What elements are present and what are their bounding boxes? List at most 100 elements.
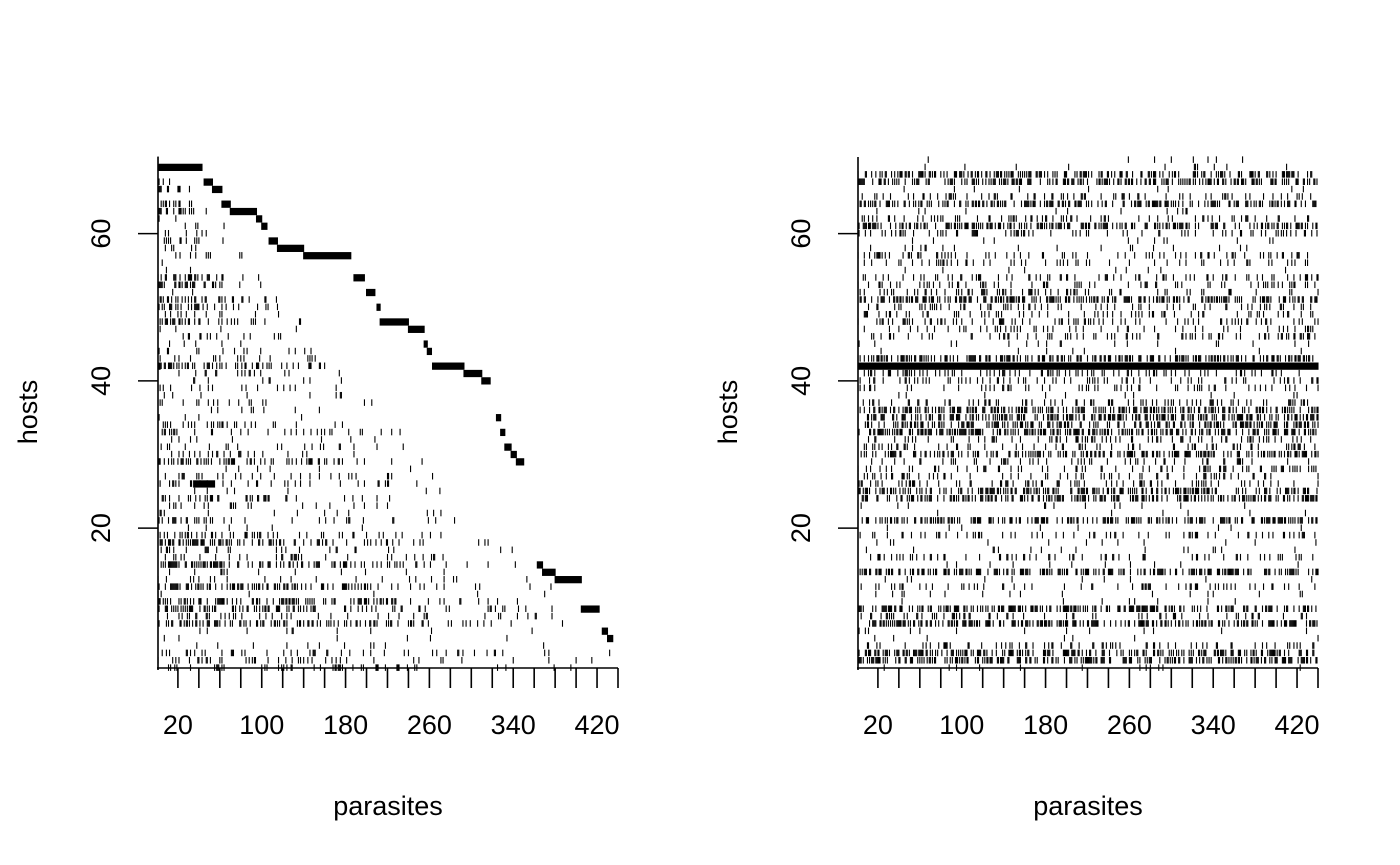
matrix-cell bbox=[187, 274, 189, 281]
matrix-cell bbox=[184, 222, 186, 230]
matrix-cell bbox=[1173, 458, 1176, 465]
matrix-cell bbox=[1164, 406, 1166, 414]
matrix-cell bbox=[232, 303, 235, 311]
matrix-cell bbox=[948, 568, 950, 576]
matrix-cell bbox=[226, 539, 228, 546]
matrix-cell bbox=[962, 620, 964, 627]
matrix-cell bbox=[160, 207, 162, 215]
matrix-cell bbox=[211, 428, 214, 436]
matrix-cell bbox=[1240, 480, 1243, 487]
matrix-cell bbox=[1287, 642, 1289, 649]
matrix-cell bbox=[996, 414, 998, 421]
matrix-cell bbox=[198, 561, 200, 568]
matrix-cell bbox=[1147, 583, 1149, 590]
matrix-cell bbox=[284, 620, 286, 627]
matrix-cell bbox=[386, 561, 389, 568]
matrix-cell bbox=[1303, 450, 1305, 458]
matrix-cell bbox=[353, 502, 355, 509]
matrix-cell bbox=[1274, 436, 1276, 443]
matrix-cell bbox=[1295, 568, 1297, 576]
matrix-cell bbox=[1272, 649, 1274, 657]
matrix-cell bbox=[338, 472, 340, 480]
matrix-cell bbox=[1289, 620, 1291, 627]
matrix-cell bbox=[1225, 465, 1227, 473]
matrix-cell bbox=[1275, 414, 1277, 421]
matrix-cell bbox=[1310, 495, 1312, 502]
matrix-cell bbox=[1150, 487, 1152, 495]
matrix-cell bbox=[333, 620, 335, 627]
matrix-cell bbox=[249, 458, 251, 465]
matrix-cell bbox=[270, 539, 272, 546]
matrix-cell bbox=[159, 509, 161, 517]
matrix-cell bbox=[948, 399, 950, 406]
matrix-cell bbox=[1204, 487, 1206, 495]
matrix-cell bbox=[158, 215, 160, 222]
matrix-cell bbox=[1043, 612, 1046, 620]
matrix-cell bbox=[1156, 605, 1158, 612]
matrix-cell bbox=[894, 458, 896, 465]
matrix-cell bbox=[181, 531, 183, 539]
matrix-cell bbox=[239, 281, 241, 289]
matrix-cell bbox=[363, 502, 365, 509]
matrix-cell bbox=[1124, 428, 1126, 436]
matrix-cell bbox=[175, 281, 177, 289]
matrix-cell bbox=[980, 428, 982, 436]
matrix-cell bbox=[209, 583, 211, 590]
matrix-cell bbox=[916, 553, 918, 561]
matrix-cell bbox=[496, 598, 499, 605]
dense-row-run bbox=[542, 568, 556, 576]
matrix-cell bbox=[1298, 605, 1300, 612]
matrix-cell bbox=[1294, 546, 1296, 554]
matrix-cell bbox=[1041, 465, 1043, 473]
matrix-cell bbox=[1192, 487, 1194, 495]
matrix-cell bbox=[949, 428, 951, 436]
matrix-cell bbox=[987, 657, 989, 664]
matrix-cell bbox=[1203, 465, 1205, 473]
matrix-cell bbox=[1227, 428, 1229, 436]
matrix-cell bbox=[1195, 450, 1198, 458]
matrix-cell bbox=[1297, 443, 1299, 451]
matrix-cell bbox=[1025, 428, 1027, 436]
matrix-cell bbox=[1308, 517, 1310, 524]
matrix-cell bbox=[206, 583, 208, 590]
matrix-cell bbox=[1017, 414, 1019, 421]
matrix-cell bbox=[1239, 649, 1242, 657]
matrix-cell bbox=[1130, 436, 1133, 443]
matrix-cell bbox=[980, 605, 982, 612]
matrix-cell bbox=[165, 200, 167, 208]
matrix-cell bbox=[1287, 458, 1289, 465]
matrix-cell bbox=[1167, 399, 1169, 406]
matrix-cell bbox=[1225, 539, 1227, 546]
matrix-cell bbox=[1098, 568, 1100, 576]
matrix-cell bbox=[1195, 568, 1198, 576]
matrix-cell bbox=[1255, 406, 1257, 414]
matrix-cell bbox=[1026, 620, 1028, 627]
matrix-cell bbox=[1181, 436, 1183, 443]
matrix-cell bbox=[179, 207, 181, 215]
matrix-cell bbox=[1100, 406, 1102, 414]
matrix-cell bbox=[941, 406, 943, 414]
matrix-cell bbox=[294, 583, 296, 590]
matrix-cell bbox=[1145, 583, 1147, 590]
matrix-cell bbox=[1256, 421, 1258, 428]
matrix-cell bbox=[927, 436, 929, 443]
matrix-cell bbox=[1163, 406, 1165, 414]
matrix-cell bbox=[926, 620, 928, 627]
matrix-cell bbox=[1261, 642, 1264, 649]
matrix-cell bbox=[1228, 414, 1230, 421]
matrix-cell bbox=[161, 399, 163, 406]
matrix-cell bbox=[1179, 605, 1181, 612]
matrix-cell bbox=[169, 568, 171, 576]
matrix-cell bbox=[1304, 450, 1306, 458]
matrix-cell bbox=[960, 428, 962, 436]
matrix-cell bbox=[1046, 495, 1048, 502]
matrix-cell bbox=[1052, 649, 1054, 657]
matrix-cell bbox=[460, 598, 462, 605]
matrix-cell bbox=[1143, 539, 1145, 546]
matrix-cell bbox=[938, 465, 940, 473]
matrix-cell bbox=[357, 480, 359, 487]
matrix-cell bbox=[931, 421, 933, 428]
matrix-cell bbox=[1236, 414, 1238, 421]
matrix-cell bbox=[1108, 399, 1111, 406]
matrix-cell bbox=[948, 428, 950, 436]
